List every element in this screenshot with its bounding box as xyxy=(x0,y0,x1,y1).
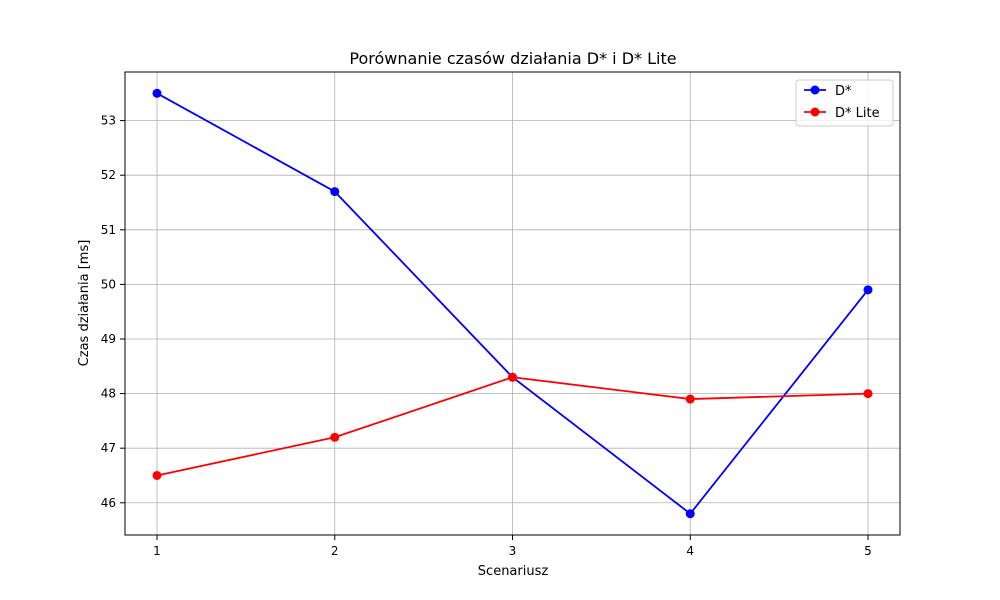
data-point xyxy=(330,432,340,442)
legend: D* D* Lite xyxy=(795,79,894,127)
x-tick-label: 5 xyxy=(864,544,872,558)
data-point xyxy=(508,372,517,382)
x-tick-label: 2 xyxy=(331,544,339,558)
legend-marker xyxy=(810,85,820,95)
y-tick-label: 50 xyxy=(101,277,116,291)
y-tick-label: 51 xyxy=(101,223,116,237)
legend-marker xyxy=(810,107,820,117)
y-tick-label: 49 xyxy=(101,332,116,346)
legend-label: D* xyxy=(835,84,852,99)
data-point xyxy=(863,389,873,399)
data-point xyxy=(685,394,695,404)
y-tick-label: 47 xyxy=(101,441,116,455)
y-tick-label: 48 xyxy=(101,387,116,401)
x-tick-label: 3 xyxy=(509,544,517,558)
grid-layer xyxy=(125,72,900,535)
series-layer xyxy=(152,88,873,519)
data-point xyxy=(863,285,873,295)
y-axis-label: Czas działania [ms] xyxy=(77,240,92,367)
y-tick-label: 53 xyxy=(101,114,116,128)
data-point xyxy=(330,187,340,197)
x-tick-label: 4 xyxy=(686,544,694,558)
x-tick-label: 1 xyxy=(153,544,161,558)
x-axis-label: Scenariusz xyxy=(478,564,549,579)
data-point xyxy=(152,470,162,480)
data-point xyxy=(685,509,695,519)
y-tick-label: 52 xyxy=(101,168,116,182)
legend-box xyxy=(795,79,894,127)
data-point xyxy=(152,88,162,98)
y-tick-label: 46 xyxy=(101,496,116,510)
chart-title: Porównanie czasów działania D* i D* Lite xyxy=(349,49,676,68)
legend-label: D* Lite xyxy=(835,106,880,121)
